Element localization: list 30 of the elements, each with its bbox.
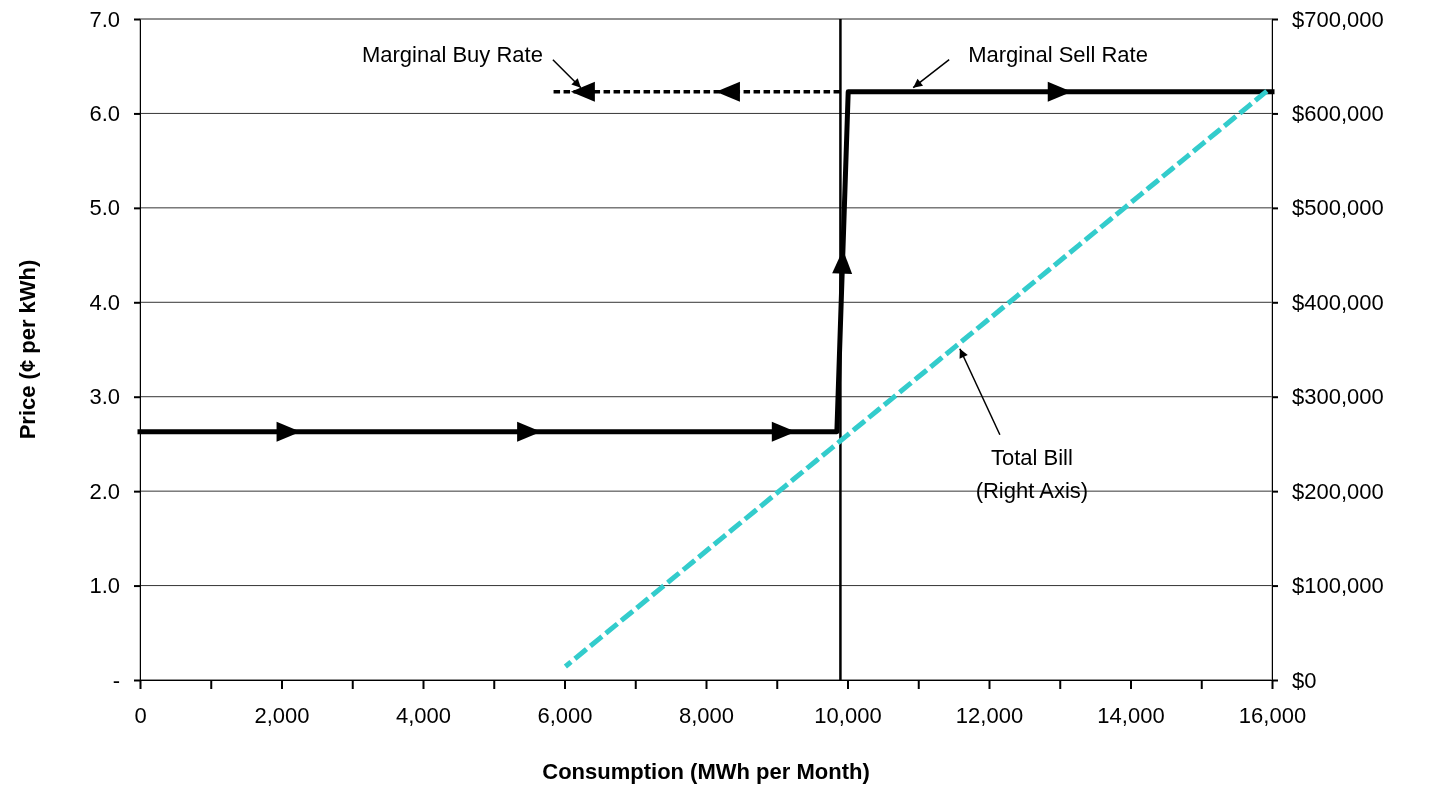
- y-tick-label: 4.0: [89, 289, 120, 315]
- y2-tick-label: $300,000: [1292, 384, 1384, 410]
- y-tick-label: 1.0: [89, 573, 120, 599]
- y-tick-label: 5.0: [89, 195, 120, 221]
- y-tick-label: 6.0: [89, 100, 120, 126]
- y-tick-label: 2.0: [89, 478, 120, 504]
- x-tick-label: 0: [134, 702, 147, 728]
- y2-tick-label: $200,000: [1292, 478, 1384, 504]
- y2-tick-label: $0: [1292, 667, 1317, 693]
- x-tick-label: 8,000: [678, 702, 735, 728]
- x-tick-label: 14,000: [1097, 702, 1165, 728]
- y2-tick-label: $500,000: [1292, 195, 1384, 221]
- x-tick-label: 6,000: [537, 702, 593, 728]
- x-tick-label: 2,000: [254, 702, 310, 728]
- x-tick-label: 12,000: [955, 702, 1024, 728]
- x-axis-title: Consumption (MWh per Month): [542, 759, 870, 784]
- y2-tick-label: $100,000: [1292, 573, 1384, 599]
- y-tick-label: -: [112, 667, 120, 693]
- y-tick-label: 3.0: [89, 384, 120, 410]
- x-tick-label: 16,000: [1238, 702, 1307, 728]
- y-tick-label: 7.0: [89, 6, 120, 32]
- annotation: Marginal Buy Rate: [361, 41, 543, 67]
- annotation: Marginal Sell Rate: [968, 41, 1148, 67]
- y2-tick-label: $600,000: [1292, 100, 1384, 126]
- y-axis-title: Price (¢ per kWh): [15, 259, 40, 440]
- y2-tick-label: $700,000: [1292, 6, 1384, 32]
- y2-tick-label: $400,000: [1292, 289, 1384, 315]
- x-tick-label: 10,000: [814, 702, 882, 728]
- x-tick-label: 4,000: [395, 702, 452, 728]
- annotation: Total Bill (Right Axis): [975, 444, 1089, 503]
